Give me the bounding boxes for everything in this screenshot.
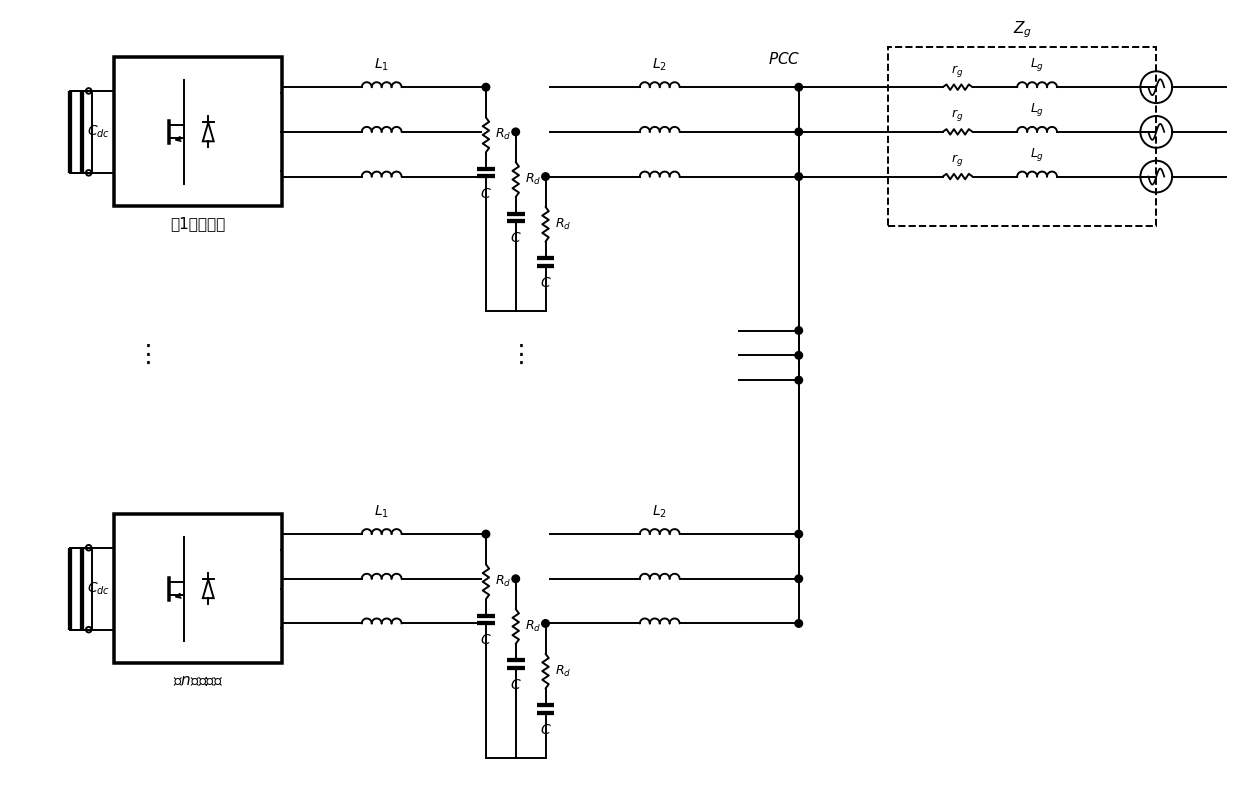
Text: $C$: $C$ (510, 231, 522, 246)
Text: $C$: $C$ (480, 187, 492, 200)
Text: $L_g$: $L_g$ (1030, 101, 1044, 118)
Text: $r_g$: $r_g$ (951, 107, 963, 123)
Circle shape (795, 84, 802, 91)
Circle shape (795, 377, 802, 384)
Text: $L_g$: $L_g$ (1030, 146, 1044, 163)
Bar (114, 57, 283, 206)
Text: $C$: $C$ (539, 276, 552, 290)
Circle shape (795, 620, 802, 627)
Circle shape (482, 530, 490, 538)
Circle shape (795, 327, 802, 334)
Circle shape (512, 575, 520, 583)
Bar (114, 514, 283, 663)
Text: $L_2$: $L_2$ (652, 504, 667, 520)
Text: $C$: $C$ (480, 634, 492, 647)
Text: $R_d$: $R_d$ (526, 619, 542, 634)
Text: $R_d$: $R_d$ (495, 127, 512, 142)
Text: $L_2$: $L_2$ (652, 57, 667, 73)
Text: $R_d$: $R_d$ (495, 574, 512, 589)
Text: $L_g$: $L_g$ (1030, 56, 1044, 73)
Text: 第$n$台逆变器: 第$n$台逆变器 (172, 673, 223, 688)
Bar (888, 47, 1156, 226)
Circle shape (795, 173, 802, 180)
Text: $\vdots$: $\vdots$ (135, 343, 151, 367)
Text: $Z_g$: $Z_g$ (1013, 19, 1032, 39)
Text: $C_{dc}$: $C_{dc}$ (87, 124, 110, 140)
Text: $L_1$: $L_1$ (374, 504, 389, 520)
Text: $r_g$: $r_g$ (951, 152, 963, 168)
Circle shape (542, 173, 549, 180)
Text: $R_d$: $R_d$ (556, 217, 572, 232)
Circle shape (795, 128, 802, 136)
Text: $C_{dc}$: $C_{dc}$ (87, 580, 110, 597)
Circle shape (795, 575, 802, 583)
Text: $R_d$: $R_d$ (556, 663, 572, 679)
Circle shape (512, 128, 520, 136)
Text: $\vdots$: $\vdots$ (508, 343, 523, 367)
Text: $R_d$: $R_d$ (526, 172, 542, 187)
Circle shape (795, 530, 802, 538)
Circle shape (795, 352, 802, 359)
Text: $PCC$: $PCC$ (768, 52, 800, 68)
Text: $C$: $C$ (539, 723, 552, 737)
Text: $r_g$: $r_g$ (951, 63, 963, 79)
Circle shape (482, 84, 490, 91)
Text: 第1台逆变器: 第1台逆变器 (170, 217, 226, 231)
Circle shape (542, 620, 549, 627)
Text: $C$: $C$ (510, 678, 522, 692)
Text: $L_1$: $L_1$ (374, 57, 389, 73)
